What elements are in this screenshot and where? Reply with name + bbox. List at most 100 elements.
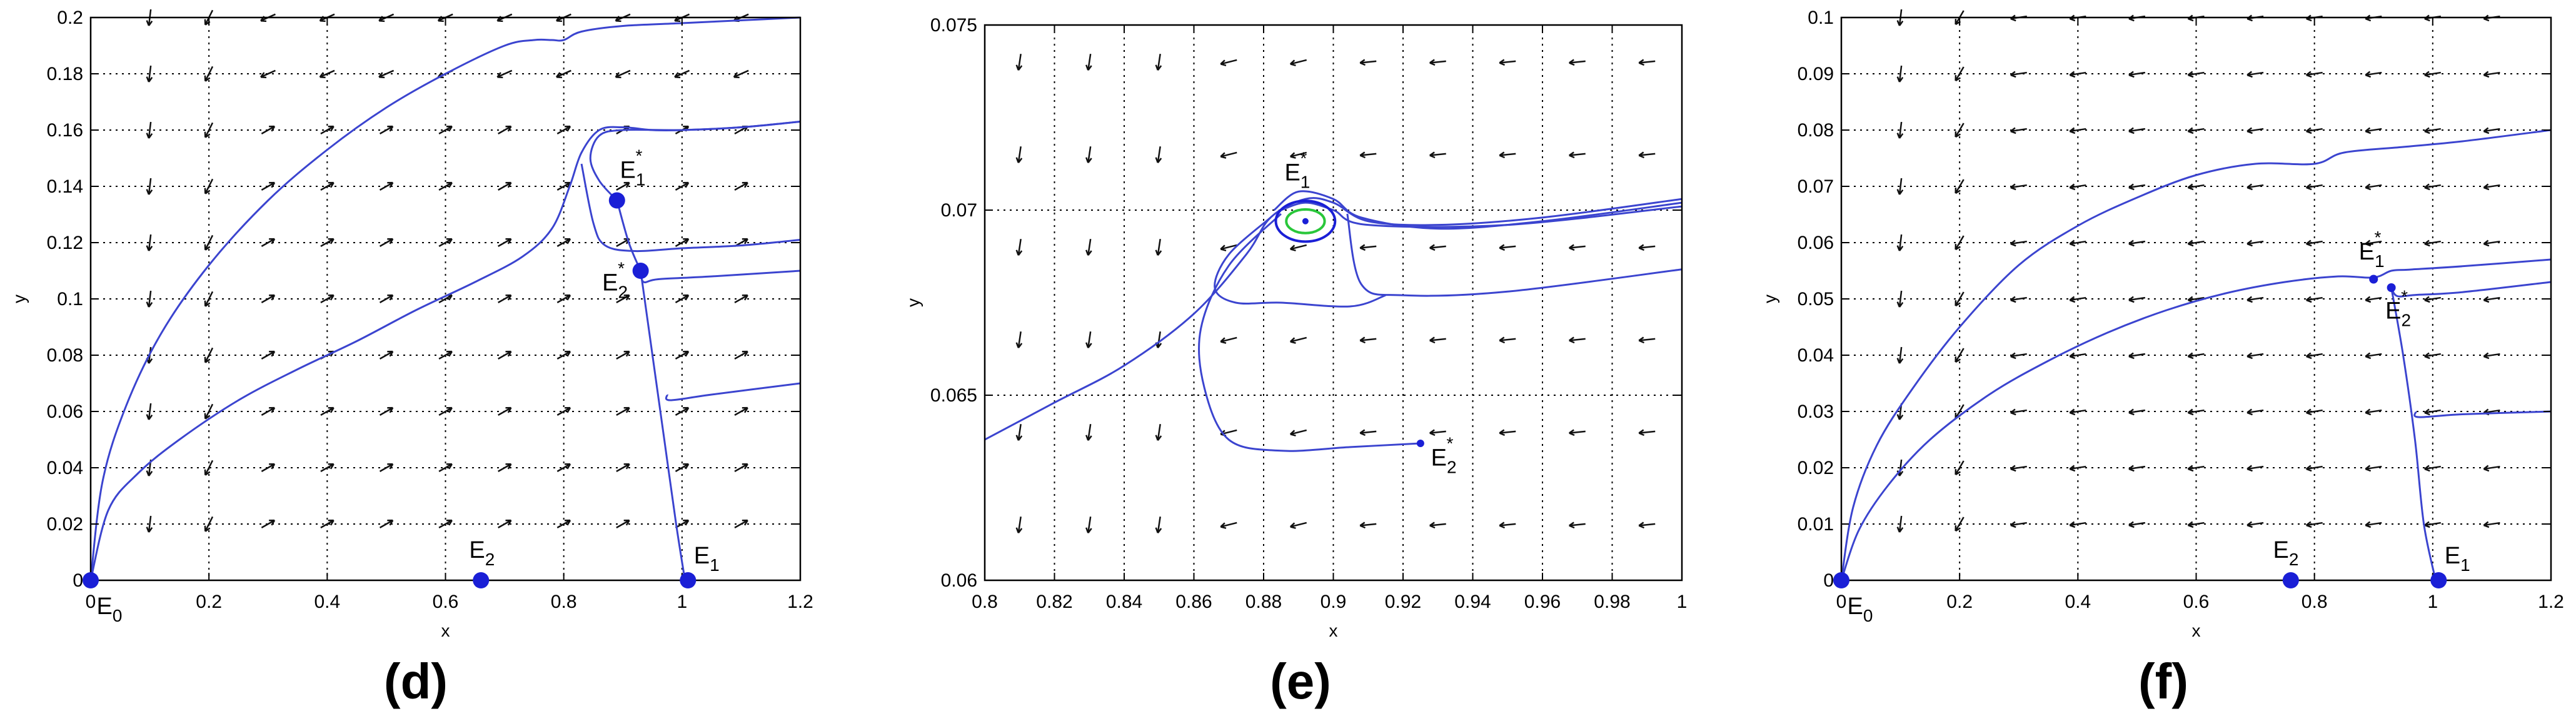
field-arrow	[2187, 183, 2205, 191]
vector-field	[146, 9, 749, 533]
vector-field	[1896, 9, 2500, 533]
field-arrow	[496, 69, 513, 79]
equilibrium-label: E1*	[2359, 228, 2385, 271]
y-tick-label: 0.065	[930, 385, 977, 406]
field-arrow	[1569, 429, 1586, 436]
field-arrow	[2010, 71, 2027, 78]
trajectory	[640, 270, 801, 284]
field-arrow	[734, 350, 748, 360]
field-arrow	[2483, 127, 2500, 134]
field-arrow	[1955, 291, 1965, 307]
field-arrow	[1499, 59, 1516, 66]
field-arrow	[261, 406, 276, 416]
field-arrow	[556, 238, 571, 247]
field-arrow	[378, 69, 395, 79]
x-axis-label: x	[2192, 621, 2201, 640]
field-arrow	[2069, 521, 2086, 528]
trajectory	[2413, 410, 2552, 418]
x-tick-label: 0.2	[1946, 592, 1973, 612]
field-arrow	[2187, 521, 2205, 528]
field-arrow	[2424, 239, 2442, 247]
field-arrow	[556, 406, 571, 416]
field-arrow	[204, 234, 214, 251]
trajectory	[89, 121, 801, 581]
equilibrium-label: E2*	[2385, 287, 2411, 330]
x-axis-label: x	[441, 621, 450, 640]
field-arrow	[2305, 521, 2323, 528]
field-arrow	[2246, 239, 2264, 247]
field-arrow	[379, 238, 394, 247]
field-arrow	[2424, 183, 2442, 191]
y-tick-label: 0.04	[1798, 345, 1834, 366]
field-arrow	[1896, 121, 1904, 139]
plot-frame	[984, 24, 1683, 582]
field-arrow	[2128, 521, 2146, 528]
field-arrow	[1359, 429, 1377, 436]
field-arrow	[2483, 71, 2500, 78]
y-tick-label: 0	[1823, 570, 1834, 591]
limit-cycle	[1274, 199, 1337, 243]
field-arrow	[1085, 424, 1092, 441]
field-arrow	[2128, 352, 2146, 360]
field-arrow	[379, 181, 394, 191]
x-tick-label: 0.8	[551, 592, 577, 612]
equilibrium-point	[2387, 283, 2396, 292]
field-arrow	[438, 350, 453, 360]
field-arrow	[261, 350, 276, 360]
equilibrium-label: E0	[96, 593, 122, 625]
field-arrow	[379, 294, 394, 303]
field-arrow	[438, 463, 453, 472]
field-arrow	[146, 121, 153, 139]
field-arrow	[1359, 59, 1377, 66]
y-tick-label: 0.06	[47, 401, 83, 422]
field-arrow	[616, 181, 630, 191]
field-arrow	[2069, 127, 2086, 134]
field-arrow	[2246, 127, 2264, 134]
y-tick-label: 0.16	[47, 120, 83, 141]
trajectory	[665, 382, 801, 401]
field-arrow	[261, 294, 276, 303]
field-arrow	[2128, 465, 2146, 472]
x-tick-label: 0.8	[972, 592, 998, 612]
field-arrow	[1429, 336, 1446, 344]
trajectory	[1214, 216, 1386, 308]
y-tick-label: 0.02	[47, 514, 83, 535]
field-arrow	[1155, 517, 1162, 533]
y-tick-label: 0.18	[47, 64, 83, 84]
field-arrow	[616, 519, 630, 528]
field-arrow	[2483, 239, 2500, 247]
x-tick-label: 0.8	[2302, 592, 2328, 612]
equilibrium-point	[2282, 572, 2299, 588]
field-arrow	[498, 519, 512, 528]
field-arrow	[2365, 521, 2382, 528]
field-arrow	[2424, 296, 2442, 303]
y-tick-label: 0.06	[1798, 233, 1834, 253]
field-arrow	[204, 460, 214, 476]
x-tick-label: 0	[86, 592, 96, 612]
field-arrow	[320, 294, 335, 303]
vector-field	[1015, 54, 1656, 533]
field-arrow	[675, 238, 690, 247]
x-tick-label: 0.6	[2183, 592, 2210, 612]
trajectory	[1346, 213, 1683, 297]
panel-label-f: (f)	[2138, 653, 2188, 709]
equilibrium-point	[83, 572, 99, 588]
field-arrow	[2365, 183, 2382, 191]
field-arrow	[2305, 71, 2323, 78]
field-arrow	[2365, 408, 2382, 416]
field-arrow	[2010, 127, 2027, 134]
field-arrow	[1569, 336, 1586, 344]
y-tick-label: 0.09	[1798, 64, 1834, 84]
trajectories	[984, 190, 1683, 452]
equilibrium-label: E2*	[602, 259, 628, 302]
field-arrow	[379, 519, 394, 528]
y-tick-label: 0.01	[1798, 514, 1834, 535]
x-tick-label: 0.4	[2065, 592, 2091, 612]
y-tick-label: 0.08	[47, 345, 83, 366]
field-arrow	[1220, 59, 1237, 66]
field-arrow	[2069, 239, 2086, 247]
field-arrow	[1015, 517, 1023, 533]
field-arrow	[204, 347, 214, 363]
field-arrow	[2365, 71, 2382, 78]
field-arrow	[1085, 517, 1092, 533]
